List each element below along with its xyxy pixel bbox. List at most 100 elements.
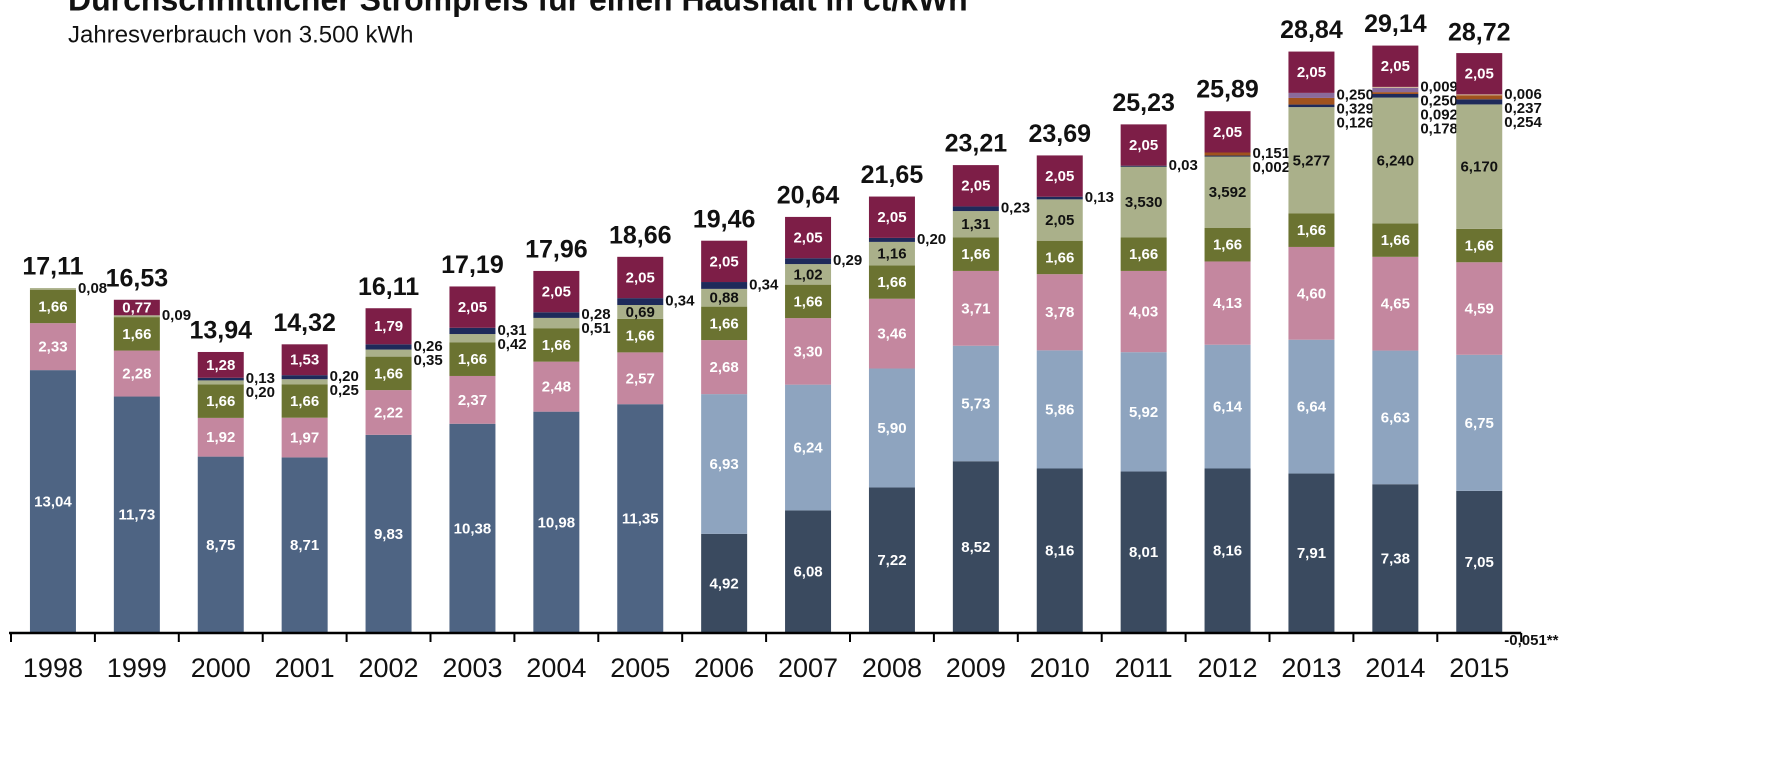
bar-segment [701,533,748,633]
value-label: 1,31 [961,216,990,233]
value-label: 1,28 [206,357,235,374]
bar-segment [1456,94,1503,96]
bar-segment [29,370,76,633]
x-tick-label: 2015 [1449,653,1509,683]
bar-segment [868,196,915,238]
bar-segment [1204,228,1251,262]
bar-segment [197,380,244,385]
x-tick-label: 2004 [526,653,586,683]
value-label: 0,88 [710,290,739,307]
total-label: 28,72 [1448,19,1511,47]
value-label: 11,35 [622,511,659,528]
value-label: 0,254 [1504,114,1542,131]
bar-segment [617,318,664,353]
bar-segment [617,256,664,299]
bar-segment [1036,155,1083,197]
value-label: 7,22 [877,552,906,569]
bar-segment [617,305,664,319]
bar-segment [449,342,496,376]
value-label: 0,009 [1420,78,1458,95]
value-label: 4,65 [1381,296,1410,313]
value-label: 2,05 [458,299,487,316]
value-label: 0,151 [1253,145,1291,162]
value-label: 3,46 [877,326,906,343]
bar-segment [952,237,999,271]
total-label: 16,53 [106,264,169,292]
bar-segment [785,216,832,259]
total-label: 21,65 [861,161,924,189]
value-label: 13,04 [34,494,72,511]
bar-segment [29,288,76,290]
value-label: 2,05 [1045,212,1074,229]
bar-segment [449,423,496,633]
bar-segment [533,328,580,362]
bar-segment [1036,350,1083,469]
bar-segment [1204,155,1251,157]
bar-segment [1372,45,1419,87]
value-label: 3,530 [1125,194,1163,211]
value-label: 8,75 [206,537,235,554]
value-label: 4,03 [1129,304,1158,321]
value-label: 0,23 [1001,200,1030,217]
bar-segment [533,270,580,313]
bar-segment [952,206,999,212]
bar-segment [785,258,832,265]
bar-segment [1288,107,1335,214]
value-label: 3,592 [1209,184,1247,201]
value-label: 2,33 [38,339,67,356]
bar-segment [785,318,832,385]
value-label: 2,37 [458,392,487,409]
bar-segment [197,377,244,381]
bar-segment [1204,111,1251,153]
value-label: 4,60 [1297,285,1326,302]
value-label: 0,178 [1420,120,1458,137]
value-label: 5,73 [961,395,990,412]
bar-segment [868,368,915,488]
x-tick-label: 1999 [107,653,167,683]
bar-segment [1288,104,1335,108]
bar-segment [1204,152,1251,156]
bar-segment [365,356,412,391]
x-tick-label: 2001 [275,653,335,683]
bar-segment [1288,92,1335,98]
bar-segment [1036,196,1083,200]
value-label: 0,42 [497,336,526,353]
value-label: 2,05 [1297,64,1326,81]
bar-segment [365,344,412,350]
bar-segment [1036,468,1083,633]
bar-segment [701,306,748,341]
value-label: 0,13 [1085,189,1114,206]
value-label: 0,092 [1420,106,1458,123]
bar-segment [1288,473,1335,633]
bar-segment [281,379,328,385]
x-tick-label: 2009 [946,653,1006,683]
bar-segment [1120,352,1167,472]
bar-segment [1372,223,1419,257]
value-label: 6,170 [1460,159,1498,176]
bar-segment [1372,87,1419,93]
value-label: 0,006 [1504,86,1542,103]
value-label: 6,24 [793,440,823,457]
value-label: 1,66 [290,393,319,410]
total-label: 13,94 [189,317,252,345]
bar-segment [1204,468,1251,633]
value-label: 0,20 [246,384,275,401]
bar-segment [281,344,328,376]
value-label: 0,250 [1420,92,1458,109]
total-label: 29,14 [1364,10,1427,38]
x-tick-label: 2003 [442,653,502,683]
x-tick-label: 2000 [191,653,251,683]
value-label: 2,57 [626,370,655,387]
value-label: 6,240 [1377,152,1415,169]
value-label: 1,66 [1297,222,1326,239]
value-label: 1,66 [1045,249,1074,266]
value-label: 1,66 [793,293,822,310]
value-label: 0,34 [665,293,695,310]
total-label: 14,32 [273,309,336,337]
bar-segment [701,340,748,395]
bar-segment [1120,165,1167,167]
bar-segment [1036,240,1083,275]
bar-segment [1456,53,1503,95]
bar-segment [365,390,412,435]
